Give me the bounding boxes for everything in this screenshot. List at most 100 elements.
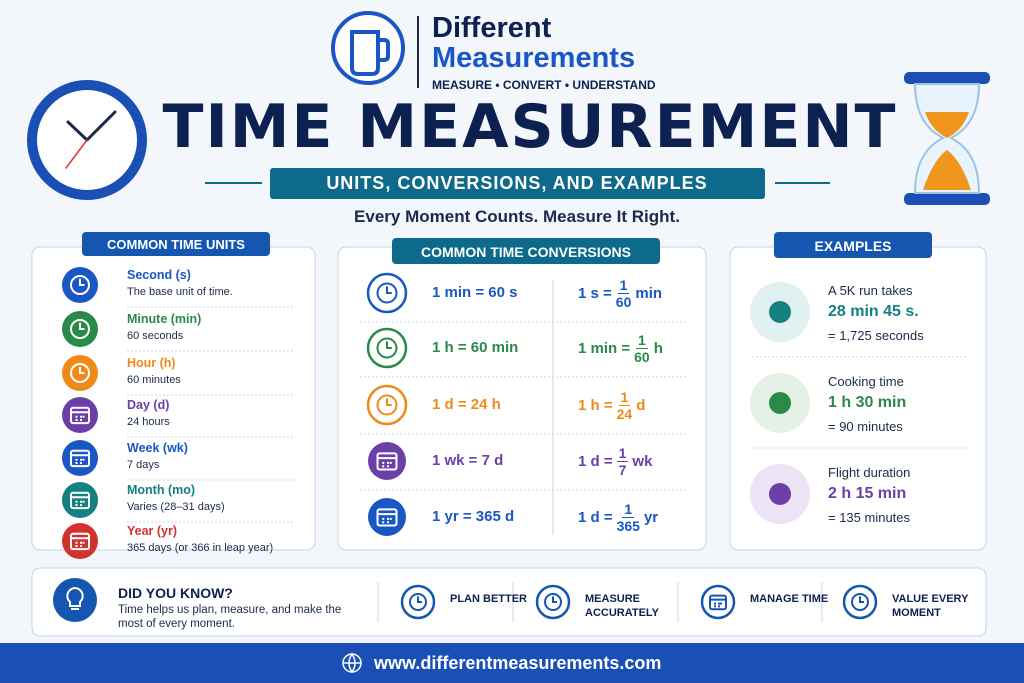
conversions-title: COMMON TIME CONVERSIONS — [420, 244, 632, 260]
unit: wk — [632, 452, 653, 470]
unit-desc: 365 days (or 366 in leap year) — [127, 542, 274, 554]
example-glyph — [769, 392, 791, 414]
numerator: 1 — [616, 444, 629, 462]
unit-desc: 60 minutes — [127, 374, 181, 386]
example-label: Cooking time — [828, 374, 904, 389]
example-value: 1 h 30 min — [828, 394, 907, 411]
slogan: Every Moment Counts. Measure It Right. — [354, 207, 680, 226]
icon-glyph — [79, 322, 85, 330]
conversion: 1 h = 60 min — [432, 339, 519, 356]
hourglass-bottom — [904, 193, 990, 205]
logo-cup — [350, 30, 390, 76]
icon-glyph — [71, 411, 89, 421]
example-result: = 135 minutes — [828, 510, 911, 525]
icon-glyph — [71, 496, 89, 506]
icon-glyph — [552, 596, 557, 603]
tagline: MEASURE • CONVERT • UNDERSTAND — [432, 78, 656, 92]
clock-hands — [65, 110, 117, 169]
hourglass-top — [904, 72, 990, 84]
icon-glyph — [70, 406, 90, 425]
unit-name: Second (s) — [127, 268, 191, 282]
tip: MANAGE TIME — [750, 593, 829, 605]
conversion-inverse: 1 h = 1 24 d — [578, 387, 645, 423]
icon-glyph — [710, 598, 726, 608]
example-glyph — [769, 301, 791, 323]
example-label: A 5K run takes — [828, 283, 913, 298]
example-value: 28 min 45 s. — [828, 303, 919, 320]
icon-glyph — [859, 596, 864, 603]
tip: VALUE EVERY MOMENT — [892, 593, 969, 619]
icon — [368, 442, 406, 480]
example-result: = 90 minutes — [828, 419, 903, 434]
unit-name: Year (yr) — [127, 524, 178, 538]
bulb-icon — [53, 578, 97, 622]
tip: PLAN BETTER — [450, 593, 527, 605]
conversion: 1 min = 60 s — [432, 284, 518, 301]
denominator: 60 — [615, 293, 632, 310]
numerator: 1 — [617, 276, 630, 294]
lhs: 1 min = — [578, 339, 631, 357]
unit-name: Day (d) — [127, 398, 170, 412]
icon-glyph — [71, 537, 89, 547]
numerator: 1 — [622, 500, 635, 518]
title: TIME MEASUREMENT — [162, 92, 898, 162]
unit: yr — [643, 508, 659, 526]
example-label: Flight duration — [828, 465, 911, 480]
unit: h — [653, 339, 663, 357]
icon-glyph — [386, 286, 392, 294]
conversion-inverse: 1 d = 1 365 yr — [578, 499, 658, 535]
example-result: = 1,725 seconds — [828, 328, 924, 343]
icon-glyph — [377, 457, 397, 468]
unit-name: Week (wk) — [127, 441, 188, 455]
icon — [62, 397, 98, 433]
subtitle: UNITS, CONVERSIONS, AND EXAMPLES — [326, 173, 708, 193]
lhs: 1 s = — [578, 284, 612, 302]
lhs: 1 d = — [578, 508, 613, 526]
numerator: 1 — [636, 331, 648, 349]
icon-glyph — [376, 282, 398, 304]
unit-name: Minute (min) — [127, 312, 202, 326]
conversion-inverse: 1 min = 1 60 h — [578, 330, 663, 366]
denominator: 365 — [616, 517, 640, 534]
denominator: 24 — [616, 405, 633, 422]
icon-glyph — [79, 278, 85, 286]
fraction: 1 60 — [634, 332, 650, 365]
unit-desc: 60 seconds — [127, 330, 184, 342]
footer-band — [0, 643, 1024, 683]
tip: MEASURE ACCURATELY — [585, 593, 659, 619]
globe-lines — [343, 653, 361, 674]
icon-glyph — [386, 341, 392, 349]
icon-glyph — [376, 337, 398, 359]
example-value: 2 h 15 min — [828, 485, 907, 502]
unit-desc: 24 hours — [127, 416, 170, 428]
icon-glyph — [409, 593, 427, 611]
brand-top: Different — [432, 12, 552, 44]
lhs: 1 h = — [578, 396, 613, 414]
units-title: COMMON TIME UNITS — [107, 237, 245, 252]
conversion-inverse: 1 s = 1 60 min — [578, 275, 662, 311]
unit: min — [635, 284, 663, 302]
conversion-inverse: 1 d = 1 7 wk — [578, 443, 652, 479]
icon — [368, 498, 406, 536]
pill — [774, 232, 932, 258]
tips-panel — [31, 567, 987, 637]
icon-glyph — [376, 508, 398, 527]
hourglass-glass — [913, 83, 981, 194]
example-glyph — [769, 483, 791, 505]
icon-glyph — [851, 593, 869, 611]
fraction: 1 365 — [617, 501, 640, 534]
icon-glyph — [377, 513, 397, 524]
unit-desc: Varies (28–31 days) — [127, 501, 225, 513]
pill — [82, 232, 270, 256]
unit: d — [636, 396, 646, 414]
icon-glyph — [71, 454, 89, 464]
icon-glyph — [417, 596, 422, 603]
hourglass-sand — [923, 112, 971, 190]
icon-glyph — [70, 532, 90, 551]
bulb — [66, 586, 84, 610]
icon-glyph — [386, 398, 392, 406]
denominator: 7 — [618, 461, 627, 478]
